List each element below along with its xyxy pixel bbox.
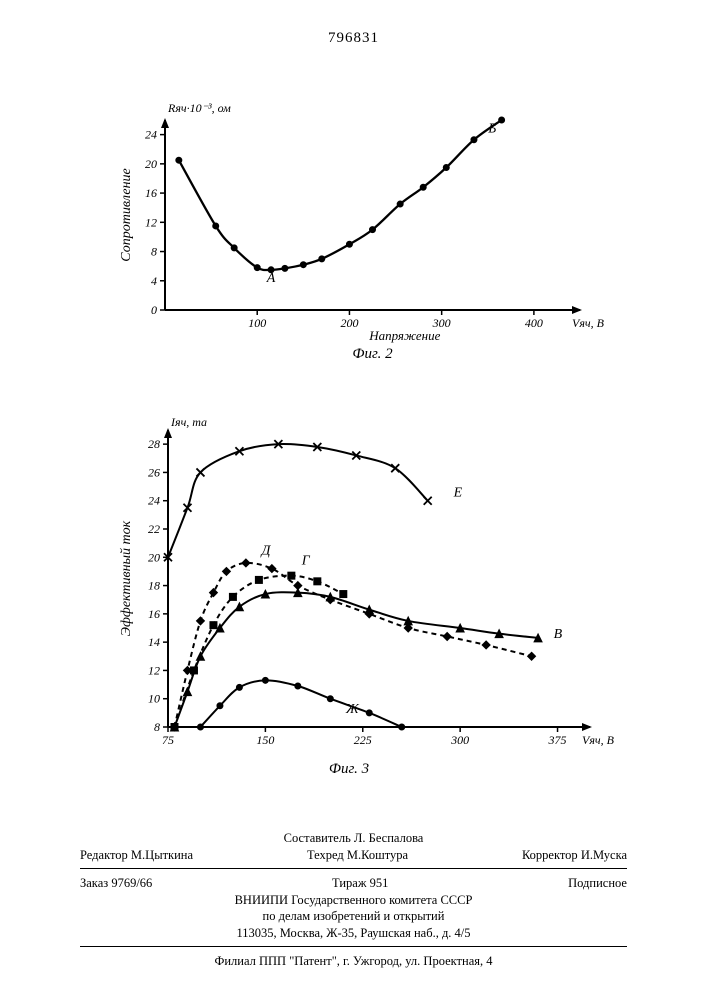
- svg-text:Б: Б: [487, 121, 496, 136]
- svg-text:375: 375: [548, 733, 567, 747]
- compiler-line: Составитель Л. Беспалова: [80, 830, 627, 847]
- branch: Филиал ППП "Патент", г. Ужгород, ул. Про…: [80, 953, 627, 970]
- fig2-chart: 04812162024100200300400АБRяч·10⁻³, омСоп…: [110, 95, 610, 360]
- svg-text:Напряжение: Напряжение: [368, 328, 440, 343]
- org1: ВНИИПИ Государственного комитета СССР: [80, 892, 627, 909]
- page: 796831 0 4 8 12 16 20 24 100 200 300 400 А Б Rяч·10⁻³…: [0, 0, 707, 1000]
- svg-text:8: 8: [151, 245, 157, 259]
- svg-text:Ж: Ж: [345, 702, 360, 717]
- svg-text:В: В: [554, 627, 563, 642]
- svg-text:225: 225: [354, 733, 372, 747]
- svg-text:300: 300: [450, 733, 469, 747]
- tech-cell: Техред М.Коштура: [307, 847, 408, 864]
- tirage-label: Тираж: [332, 876, 366, 890]
- svg-text:E: E: [453, 485, 463, 500]
- svg-text:75: 75: [162, 733, 174, 747]
- svg-text:8: 8: [154, 720, 160, 734]
- svg-text:20: 20: [148, 550, 160, 564]
- svg-text:16: 16: [148, 607, 160, 621]
- tirage-value: 951: [370, 876, 389, 890]
- svg-text:Эффективный ток: Эффективный ток: [119, 520, 134, 636]
- footer-block: Составитель Л. Беспалова Редактор М.Цытк…: [80, 830, 627, 970]
- svg-text:24: 24: [148, 494, 160, 508]
- svg-text:0: 0: [151, 303, 157, 317]
- fig3-chart: 8 10 12 14 16 18 20 22 24 26 28 75 150 225 300 375 E Д Г В Ж…: [110, 410, 620, 775]
- editor-label: Редактор: [80, 848, 128, 862]
- svg-text:12: 12: [145, 215, 157, 229]
- corrector-cell: Корректор И.Муска: [522, 847, 627, 864]
- svg-text:Сопротивление: Сопротивление: [119, 168, 134, 261]
- order-cell: Заказ 9769/66: [80, 875, 152, 892]
- svg-text:18: 18: [148, 579, 160, 593]
- svg-text:150: 150: [256, 733, 274, 747]
- svg-text:Фиг. 3: Фиг. 3: [329, 761, 369, 775]
- document-number: 796831: [0, 30, 707, 47]
- tech-label: Техред: [307, 848, 344, 862]
- svg-text:12: 12: [148, 663, 160, 677]
- corrector-name: И.Муска: [581, 848, 627, 862]
- svg-text:200: 200: [340, 316, 358, 330]
- corrector-label: Корректор: [522, 848, 578, 862]
- svg-text:Д: Д: [259, 543, 271, 558]
- svg-text:22: 22: [148, 522, 160, 536]
- addr: 113035, Москва, Ж-35, Раушская наб., д. …: [80, 925, 627, 942]
- svg-text:16: 16: [145, 186, 157, 200]
- subscription-cell: Подписное: [568, 875, 627, 892]
- svg-text:20: 20: [145, 157, 157, 171]
- svg-text:400: 400: [525, 316, 543, 330]
- svg-text:Фиг. 2: Фиг. 2: [352, 346, 393, 360]
- svg-text:Vяч, В: Vяч, В: [582, 733, 615, 747]
- svg-text:28: 28: [148, 437, 160, 451]
- svg-text:10: 10: [148, 692, 160, 706]
- svg-text:Rяч·10⁻³, ом: Rяч·10⁻³, ом: [167, 101, 231, 115]
- tirage-cell: Тираж 951: [332, 875, 388, 892]
- editor-cell: Редактор М.Цыткина: [80, 847, 193, 864]
- svg-text:Iяч, ma: Iяч, ma: [170, 415, 207, 429]
- order-label: Заказ: [80, 876, 108, 890]
- svg-text:А: А: [266, 271, 276, 286]
- org2: по делам изобретений и открытий: [80, 908, 627, 925]
- svg-text:24: 24: [145, 128, 157, 142]
- tech-name: М.Коштура: [347, 848, 408, 862]
- svg-text:14: 14: [148, 635, 160, 649]
- editor-name: М.Цыткина: [131, 848, 193, 862]
- svg-text:26: 26: [148, 465, 160, 479]
- svg-text:100: 100: [248, 316, 266, 330]
- svg-text:Vяч, В: Vяч, В: [572, 316, 605, 330]
- svg-text:4: 4: [151, 274, 157, 288]
- svg-text:Г: Г: [301, 553, 311, 568]
- order-value: 9769/66: [111, 876, 152, 890]
